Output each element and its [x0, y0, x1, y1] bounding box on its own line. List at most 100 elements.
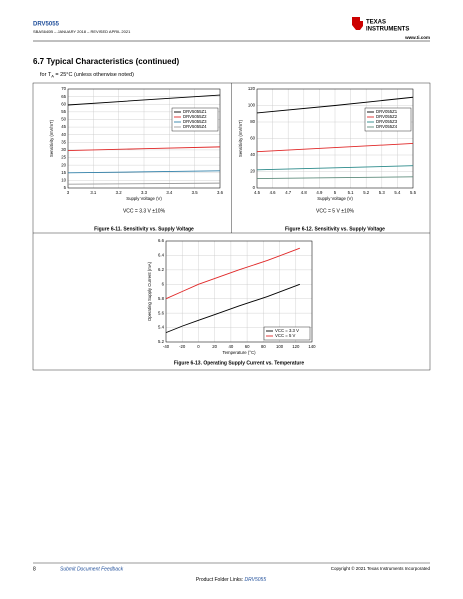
y-tick-label: 60: [61, 101, 66, 106]
legend-label: DRV5055Z3: [183, 119, 207, 124]
page-number: 8: [33, 566, 36, 572]
x-tick-label: 60: [245, 344, 250, 349]
logo-text: TEXAS: [366, 20, 386, 26]
y-tick-label: 50: [61, 117, 66, 122]
y-tick-label: 6: [162, 281, 165, 286]
series-line: [256, 165, 414, 171]
legend-label: DRV5055Z2: [183, 114, 207, 119]
x-tick-label: 80: [261, 344, 266, 349]
y-tick-label: 6.2: [158, 267, 165, 272]
x-tick-label: 5.2: [363, 190, 370, 195]
links-prefix: Product Folder Links:: [196, 577, 245, 583]
plot-frame: [165, 240, 313, 343]
legend-label: DRV055Z1: [376, 109, 398, 114]
product-links: Product Folder Links: DRV5055: [196, 577, 266, 583]
y-tick-label: 5.8: [158, 296, 165, 301]
legend-label: DRV055Z2: [376, 114, 398, 119]
y-tick-label: 80: [250, 119, 255, 124]
x-tick-label: 5.1: [348, 190, 355, 195]
x-tick-label: 3.4: [166, 190, 173, 195]
x-tick-label: 5: [334, 190, 337, 195]
figure-caption: Figure 6-12. Sensitivity vs. Supply Volt…: [285, 226, 385, 232]
x-axis-label: Supply Voltage (V): [317, 196, 353, 201]
y-axis-label: Sensitivity (mV/mT): [49, 119, 54, 157]
y-tick-label: 100: [248, 103, 256, 108]
y-tick-label: 10: [61, 178, 66, 183]
x-axis-label: Temperature (°C): [223, 350, 257, 355]
legend-label: VCC = 5 V: [275, 333, 296, 338]
copyright: Copyright © 2021 Texas Instruments Incor…: [331, 565, 431, 571]
legend-box: [171, 107, 219, 132]
y-tick-label: 30: [61, 147, 66, 152]
x-axis-label: Supply Voltage (V): [126, 196, 162, 201]
website: www.ti.com: [404, 35, 430, 40]
series-line: [67, 182, 221, 185]
x-tick-label: 4.5: [254, 190, 261, 195]
legend-label: DRV5055Z1: [183, 109, 207, 114]
x-tick-label: 140: [308, 344, 316, 349]
y-tick-label: 5.4: [158, 325, 165, 330]
y-tick-label: 45: [61, 124, 66, 129]
plot-frame: [67, 88, 221, 189]
y-tick-label: 55: [61, 109, 66, 114]
legend-box: [364, 107, 412, 132]
y-tick-label: 40: [250, 152, 255, 157]
y-tick-label: 25: [61, 155, 66, 160]
doc-id: SBAS640B – JANUARY 2018 – REVISED APRIL …: [33, 29, 131, 34]
legend-label: VCC = 3.3 V: [275, 328, 299, 333]
y-tick-label: 40: [61, 132, 66, 137]
product-name: DRV5055: [33, 22, 60, 28]
series-line: [67, 94, 221, 106]
y-axis-label: Operating Supply Current (mA): [147, 261, 152, 321]
legend-label: DRV055Z4: [376, 124, 398, 129]
y-tick-label: 15: [61, 170, 66, 175]
section-title: 6.7 Typical Characteristics (continued): [33, 57, 179, 66]
series-line: [256, 143, 414, 153]
x-tick-label: 3.2: [116, 190, 123, 195]
x-tick-label: 120: [292, 344, 300, 349]
y-tick-label: 0: [253, 185, 256, 190]
y-tick-label: 120: [248, 86, 256, 91]
x-tick-label: -40: [163, 344, 170, 349]
y-tick-label: 5.6: [158, 310, 165, 315]
feedback-link[interactable]: Submit Document Feedback: [60, 566, 124, 572]
chart-note: VCC = 5 V ±10%: [316, 208, 354, 214]
x-tick-label: -20: [179, 344, 186, 349]
y-tick-label: 5.2: [158, 339, 165, 344]
y-tick-label: 35: [61, 139, 66, 144]
logo-icon: [352, 17, 363, 30]
x-tick-label: 3.1: [90, 190, 97, 195]
x-tick-label: 3.3: [141, 190, 148, 195]
x-tick-label: 4.6: [270, 190, 277, 195]
chart-note: VCC = 3.3 V ±10%: [123, 208, 166, 214]
section-condition: for TA = 25°C (unless otherwise noted): [40, 72, 134, 78]
y-tick-label: 20: [61, 162, 66, 167]
x-tick-label: 20: [212, 344, 217, 349]
figure-caption: Figure 6-11. Sensitivity vs. Supply Volt…: [94, 226, 194, 232]
y-tick-label: 6.6: [158, 238, 165, 243]
legend-label: DRV055Z3: [376, 119, 398, 124]
x-tick-label: 3.6: [217, 190, 224, 195]
y-tick-label: 6.4: [158, 253, 165, 258]
series-line: [256, 176, 414, 179]
series-line: [67, 170, 221, 174]
x-tick-label: 100: [276, 344, 284, 349]
series-line: [165, 247, 300, 300]
figure-caption: Figure 6-13. Operating Supply Current vs…: [174, 360, 304, 366]
y-tick-label: 60: [250, 136, 255, 141]
series-line: [165, 283, 300, 334]
links-product[interactable]: DRV5055: [245, 577, 267, 583]
series-line: [67, 146, 221, 151]
x-tick-label: 4.9: [316, 190, 323, 195]
x-tick-label: 4.8: [301, 190, 308, 195]
legend-label: DRV5055Z4: [183, 124, 207, 129]
logo-text: INSTRUMENTS: [366, 27, 409, 33]
x-tick-label: 0: [197, 344, 200, 349]
legend-box: [263, 326, 311, 341]
y-tick-label: 20: [250, 169, 255, 174]
x-tick-label: 5.5: [410, 190, 417, 195]
plot-frame: [256, 88, 414, 189]
condition-text: = 25°C (unless otherwise noted): [54, 72, 134, 78]
y-axis-label: Sensitivity (mV/mT): [238, 119, 243, 157]
